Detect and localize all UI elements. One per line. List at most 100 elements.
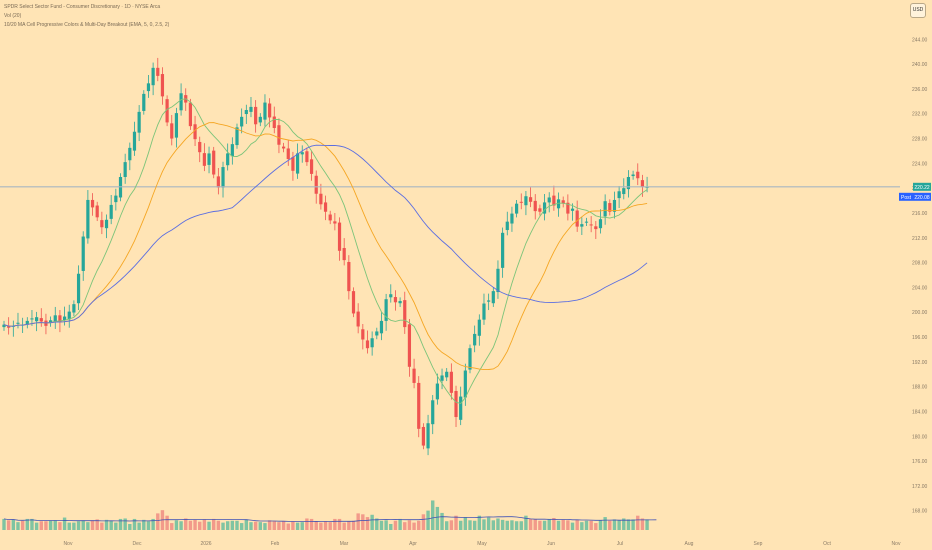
candle-body	[561, 200, 565, 204]
volume-bar	[323, 521, 328, 530]
candle-body	[608, 203, 612, 212]
volume-bar	[491, 520, 495, 530]
candle-body	[160, 74, 165, 97]
candle-body	[384, 299, 388, 321]
volume-bar	[179, 521, 183, 530]
volume-bar	[454, 515, 458, 530]
x-tick-label: Oct	[823, 541, 831, 547]
candle-body	[487, 300, 491, 302]
candle-body	[244, 110, 248, 115]
candle-body	[505, 221, 509, 231]
candle-body	[421, 426, 425, 446]
volume-bar	[6, 520, 11, 530]
candle-body	[76, 273, 81, 304]
y-tick-label: 208.00	[912, 261, 928, 267]
volume-bar	[445, 521, 449, 530]
y-tick-label: 188.00	[912, 385, 928, 391]
volume-bar	[202, 519, 207, 530]
candle-body	[445, 371, 449, 378]
candle-body	[39, 318, 43, 322]
candle-body	[249, 106, 253, 112]
volume-bar	[636, 515, 640, 530]
volume-bar	[230, 520, 235, 530]
volume-bar	[552, 518, 556, 530]
volume-bar	[165, 515, 169, 530]
volume-bar	[528, 518, 533, 530]
volume-bar	[100, 522, 104, 530]
candle-body	[258, 116, 262, 123]
volume-bar	[617, 520, 621, 530]
volume-bar	[128, 524, 132, 530]
volume-bar	[67, 522, 71, 530]
candle-body	[463, 370, 467, 398]
post-label-text: Post	[901, 195, 912, 201]
volume-bar	[20, 520, 25, 530]
volume-bar	[538, 520, 542, 530]
y-tick-label: 224.00	[912, 161, 928, 167]
candle-body	[151, 67, 155, 86]
volume-bar	[48, 520, 53, 530]
volume-bar	[556, 520, 561, 530]
candle-body	[603, 201, 607, 217]
ma_fast-line	[3, 98, 648, 405]
candle-body	[268, 103, 272, 118]
candle-body	[95, 205, 99, 218]
volume-bar	[249, 522, 253, 530]
volume-bar	[319, 522, 323, 530]
y-tick-label: 192.00	[912, 360, 928, 366]
candle-body	[333, 221, 337, 224]
moving-averages	[0, 98, 900, 405]
symbol-title: SPDR Select Sector Fund - Consumer Discr…	[4, 4, 161, 10]
candle-body	[277, 125, 281, 145]
volume-bar	[114, 522, 118, 530]
candle-body	[198, 141, 202, 153]
candle-body	[86, 199, 90, 239]
x-tick-label: 2026	[200, 541, 211, 547]
candle-body	[300, 152, 304, 155]
volume-bar	[151, 518, 155, 530]
volume-bar	[81, 520, 85, 530]
candle-body	[375, 331, 379, 336]
candle-body	[188, 102, 192, 127]
candle-body	[309, 159, 314, 174]
volume-bar	[486, 517, 491, 530]
candle-body	[100, 220, 104, 228]
volume-bar	[431, 500, 435, 530]
candle-body	[356, 311, 360, 327]
volume-bar	[212, 518, 216, 530]
volume-bar	[72, 522, 76, 530]
volume-bar	[407, 520, 412, 530]
indicator-legend: 10/20 MA Cell Progressive Colors & Multi…	[4, 22, 170, 28]
volume-bar	[361, 514, 365, 530]
candle-body	[426, 423, 430, 449]
y-tick-label: 244.00	[912, 37, 928, 43]
volume-bar	[90, 520, 95, 530]
volume-bar	[286, 523, 290, 530]
currency-button[interactable]: USD	[910, 3, 926, 18]
candle-body	[468, 348, 472, 370]
volume-bar	[76, 521, 81, 530]
volume-bar	[561, 519, 565, 530]
volume-legend: Vol (20)	[4, 13, 22, 19]
volume-bar	[193, 519, 197, 530]
volume-bar	[221, 522, 225, 530]
volume-bar	[375, 518, 379, 530]
candle-body	[114, 195, 118, 203]
candle-body	[519, 201, 523, 203]
volume-bar	[640, 518, 645, 530]
candle-body	[67, 311, 71, 320]
candle-body	[291, 157, 295, 171]
candle-body	[240, 116, 244, 127]
x-tick-label: Dec	[133, 541, 142, 547]
volume-bar	[267, 520, 272, 530]
candle-body	[538, 208, 542, 212]
volume-bar	[645, 519, 649, 530]
volume-bar	[263, 523, 267, 530]
candle-body	[305, 151, 309, 163]
volume-bar	[146, 521, 151, 530]
volume-bar	[156, 513, 160, 530]
candle-body	[263, 102, 267, 120]
volume-bar	[118, 518, 123, 530]
candle-body	[398, 301, 402, 304]
